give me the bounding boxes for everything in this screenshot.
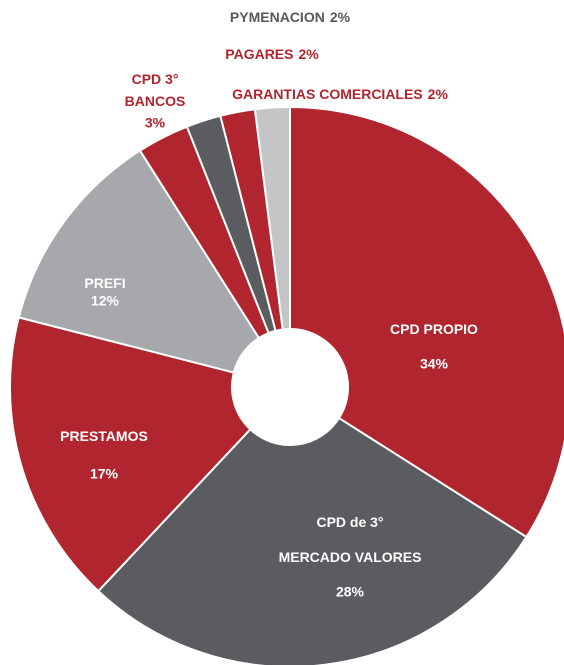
slice-label: GARANTIAS COMERCIALES 2% xyxy=(232,86,448,102)
slice-label: MERCADO VALORES xyxy=(279,549,422,565)
slice-name: CPD 3° xyxy=(132,71,179,87)
slice-name: CPD de 3° xyxy=(316,514,383,530)
slice-value: 2% xyxy=(330,9,351,25)
slice-name: BANCOS xyxy=(125,93,186,109)
slice-label: CPD PROPIO xyxy=(390,321,478,337)
slice-label: PYMENACION 2% xyxy=(230,9,351,25)
slice-label: CPD 3° xyxy=(132,71,179,87)
slice-label: CPD de 3° xyxy=(316,514,383,530)
slice-name: PAGARES xyxy=(225,46,293,62)
slice-name: MERCADO VALORES xyxy=(279,549,422,565)
slice-value: 34% xyxy=(420,356,449,372)
slice-name: PYMENACION xyxy=(230,9,325,25)
pie-slice xyxy=(96,416,528,665)
slice-label: PAGARES 2% xyxy=(225,46,319,62)
pie-slice xyxy=(9,316,252,593)
slice-name: CPD PROPIO xyxy=(390,321,478,337)
slice-value: 28% xyxy=(336,584,365,600)
slice-value: 17% xyxy=(90,466,119,482)
slice-name: GARANTIAS COMERCIALES xyxy=(232,86,423,102)
slice-label: PRESTAMOS xyxy=(60,428,148,444)
pie-slice xyxy=(253,105,291,331)
slice-value: 2% xyxy=(428,86,449,102)
pie-slice xyxy=(17,149,261,374)
slice-value: 2% xyxy=(298,46,319,62)
slice-name: PRESTAMOS xyxy=(60,428,148,444)
slice-label: BANCOS xyxy=(125,93,186,109)
slice-value: 12% xyxy=(91,293,120,309)
slice-name: PREFI xyxy=(84,275,125,291)
slice-value: 3% xyxy=(145,115,166,131)
slice-label: PREFI xyxy=(84,275,125,291)
